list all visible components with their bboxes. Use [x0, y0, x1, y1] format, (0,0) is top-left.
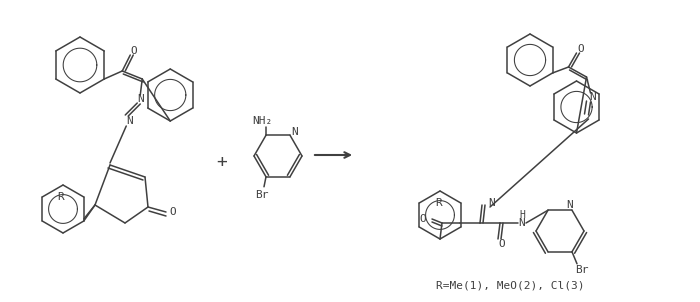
- Text: O: O: [169, 207, 176, 217]
- Text: N: N: [489, 198, 496, 208]
- Text: R=Me(1), MeO(2), Cl(3): R=Me(1), MeO(2), Cl(3): [435, 280, 584, 290]
- Text: O: O: [131, 46, 138, 56]
- Text: N: N: [519, 218, 526, 228]
- Text: NH₂: NH₂: [252, 116, 272, 126]
- Text: Br: Br: [575, 265, 589, 275]
- Text: N: N: [566, 200, 573, 210]
- Text: R: R: [57, 192, 64, 202]
- Text: N: N: [126, 116, 132, 126]
- Text: R: R: [435, 198, 442, 208]
- Text: Br: Br: [256, 190, 269, 200]
- Text: O: O: [498, 239, 505, 249]
- Text: N: N: [137, 94, 144, 104]
- Text: N: N: [589, 92, 596, 102]
- Text: +: +: [216, 153, 228, 171]
- Text: O: O: [419, 214, 426, 224]
- Text: N: N: [292, 127, 298, 137]
- Text: O: O: [577, 44, 584, 54]
- Text: H: H: [519, 210, 525, 220]
